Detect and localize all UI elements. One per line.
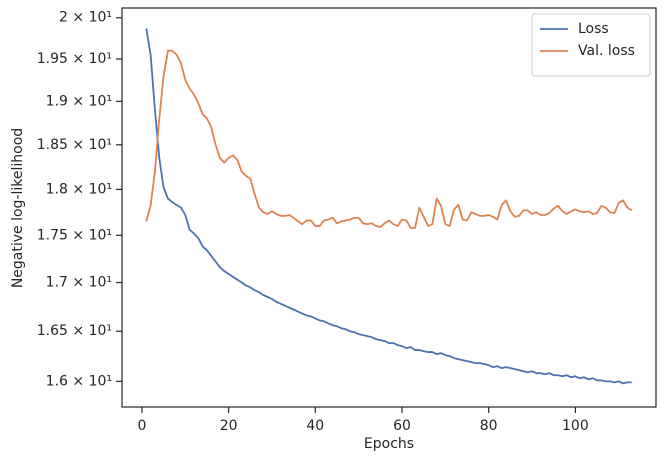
y-tick-label: 1.7 × 10¹ [46,275,112,291]
y-tick-label: 1.9 × 10¹ [46,93,112,109]
y-tick-label: 1.6 × 10¹ [46,373,112,389]
legend-label: Val. loss [578,43,635,59]
y-tick-label: 1.8 × 10¹ [46,181,112,197]
x-tick-label: 40 [306,418,324,434]
x-axis-label: Epochs [364,436,414,452]
x-tick-label: 0 [137,418,146,434]
x-tick-label: 20 [220,418,238,434]
x-tick-label: 100 [562,418,589,434]
y-tick-label: 1.95 × 10¹ [37,51,112,67]
y-tick-label: 1.65 × 10¹ [37,323,112,339]
x-tick-label: 60 [393,418,411,434]
y-tick-label: 1.75 × 10¹ [37,227,112,243]
y-axis-label: Negative log-likelihood [10,128,26,288]
line-series [145,28,632,385]
plot-frame [121,7,657,408]
y-tick-label: 2 × 10¹ [59,10,112,26]
legend-label: Loss [578,21,609,37]
line-series [145,49,633,229]
y-tick-label: 1.85 × 10¹ [37,137,112,153]
x-tick-label: 80 [480,418,498,434]
